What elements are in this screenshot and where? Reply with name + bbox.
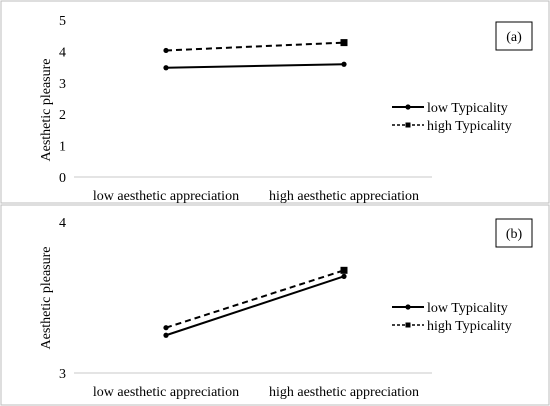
panel-b: Aesthetic pleasure 34 low aesthetic appr… (0, 204, 550, 406)
panel-a-legend-marker-0 (405, 104, 411, 110)
panel-b-frame (0, 204, 550, 406)
panel-b-label: (b) (506, 227, 523, 242)
panel-b-series (163, 266, 348, 338)
panel-b-ylabel: Aesthetic pleasure (39, 246, 54, 349)
panel-a-y-tick-3: 3 (59, 77, 66, 92)
panel-a-x-tick-0: low aesthetic appreciation (93, 189, 239, 204)
panel-b-y-tick-0: 3 (59, 367, 66, 382)
panel-a: Aesthetic pleasure 0 1 2 3 4 5 low aesthetic … (0, 0, 550, 204)
panel-b-x-ticks: low aesthetic appreciation high aesthetic… (93, 385, 419, 400)
panel-b-series-1-line (165, 269, 345, 329)
panel-a-series-0-point-0 (163, 65, 169, 71)
panel-b-x-tick-0: low aesthetic appreciation (93, 385, 239, 400)
panel-a-series-0-line (165, 63, 345, 69)
panel-a-y-ticks: 0 1 2 3 4 5 (59, 14, 66, 186)
panel-b-series-0-point-1 (341, 273, 347, 279)
panel-a-ylabel: Aesthetic pleasure (39, 58, 54, 161)
panel-a-y-tick-1: 1 (59, 140, 66, 155)
panel-b-legend: low Typicality high Typicality (392, 301, 512, 334)
panel-a-y-tick-4: 4 (59, 45, 66, 60)
panel-a-x-tick-1: high aesthetic appreciation (269, 189, 419, 204)
panel-b-legend-marker-1 (405, 322, 411, 328)
panel-b-legend-label-0: low Typicality (427, 301, 508, 316)
panel-a-y-tick-5: 5 (59, 14, 66, 29)
panel-b-y-ticks: 34 (59, 216, 66, 382)
panel-b-y-tick-1: 4 (59, 216, 66, 231)
panel-b-series-1-point-0 (163, 325, 169, 331)
panel-a-frame (0, 0, 550, 204)
panel-a-legend: low Typicality high Typicality (392, 101, 512, 134)
panel-a-legend-marker-1 (405, 122, 411, 128)
panel-b-x-tick-1: high aesthetic appreciation (269, 385, 419, 400)
panel-b-series-0-line (165, 275, 345, 337)
panel-a-legend-label-1: high Typicality (427, 119, 512, 134)
panel-b-series-1-point-1 (340, 266, 348, 274)
panel-a-legend-label-0: low Typicality (427, 101, 508, 116)
panel-b-legend-marker-0 (405, 304, 411, 310)
panel-a-label: (a) (506, 30, 522, 45)
panel-b-label-box (495, 218, 533, 248)
panel-b-series-0-point-0 (163, 332, 169, 338)
panel-a-y-tick-0: 0 (59, 171, 66, 186)
panel-a-series-1-point-1 (340, 39, 348, 47)
panel-b-legend-label-1: high Typicality (427, 319, 512, 334)
panel-a-label-box (495, 21, 533, 51)
panel-a-series-1-point-0 (163, 47, 169, 54)
panel-a-x-ticks: low aesthetic appreciation high aesthetic… (93, 189, 419, 204)
panel-a-series (163, 39, 348, 71)
panel-a-series-0-point-1 (341, 61, 347, 67)
panel-a-y-tick-2: 2 (59, 108, 66, 123)
